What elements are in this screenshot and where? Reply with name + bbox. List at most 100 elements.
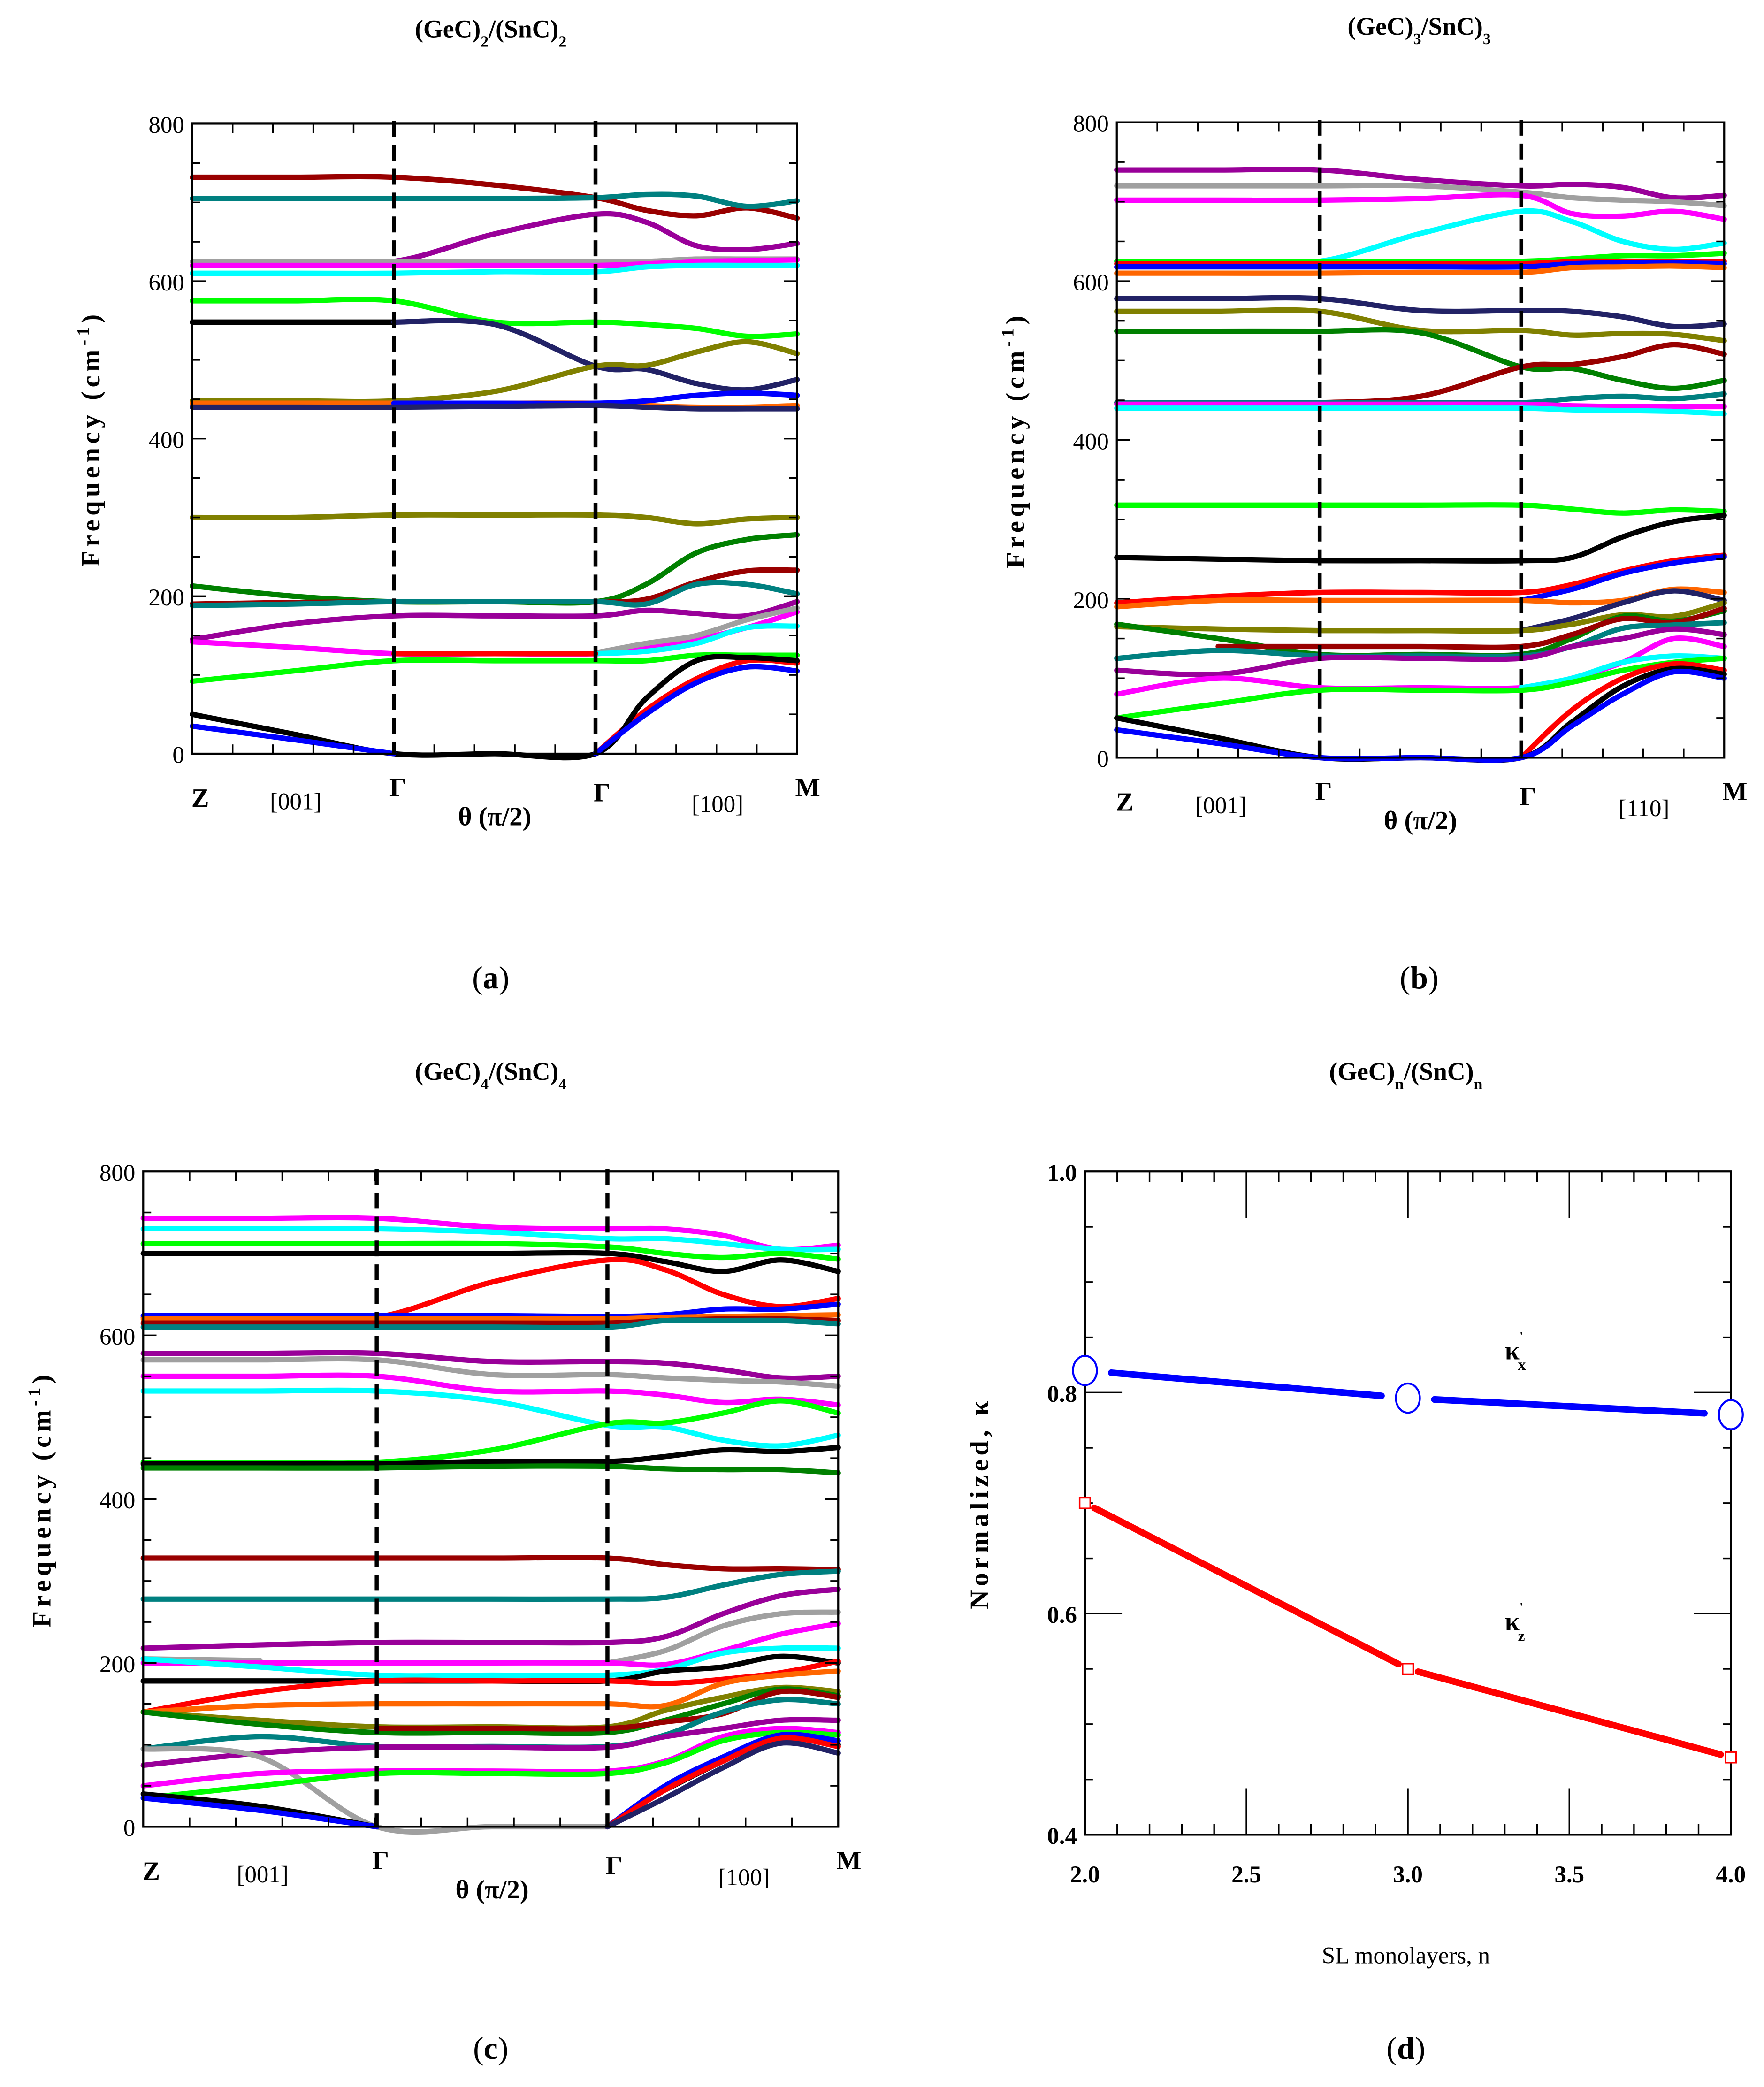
phonon-branch: [1114, 183, 1727, 208]
phonon-branch: [1114, 401, 1727, 410]
paren: ): [499, 960, 510, 995]
y-tick-label: 200: [1073, 588, 1109, 614]
y-tick-label: 200: [149, 585, 184, 611]
phonon-branch: [604, 1740, 841, 1830]
series-line: [1108, 1369, 1385, 1399]
phonon-branch: [593, 605, 800, 656]
phonon-branch: [1114, 668, 1727, 763]
y-axis-label: Frequency (cm-1): [73, 310, 106, 567]
chart-title: (GeC)3/SnC)3: [1347, 12, 1490, 48]
phonon-branch: [190, 403, 800, 412]
phonon-branch: [1519, 653, 1727, 691]
data-point-circle: [1718, 1399, 1744, 1430]
phonon-branch: [140, 1555, 841, 1573]
phonon-branch: [1114, 502, 1727, 516]
phonon-branch: [140, 1686, 841, 1736]
phonon-branch: [190, 580, 800, 609]
direction-label: [100]: [692, 791, 743, 818]
phonon-branch: [140, 1463, 841, 1476]
phonon-branch: [190, 599, 800, 642]
phonon-branch: [1114, 327, 1727, 391]
data-point-circle: [1395, 1382, 1421, 1414]
x-tick-label: 2.0: [1070, 1862, 1100, 1888]
series-label-sub: x: [1518, 1356, 1526, 1374]
y-tick-label: 0: [172, 742, 184, 769]
point-label-gamma: Γ: [1315, 777, 1332, 806]
title-subscript: 4: [481, 1076, 489, 1093]
phonon-branch: [140, 1387, 841, 1449]
phonon-branch: [140, 1398, 841, 1466]
chart-title: (GeC)2/(SnC)2: [415, 15, 566, 51]
phonon-branch: [140, 1350, 841, 1381]
y-axis-label-end: ): [76, 310, 106, 323]
point-label-z: Z: [1116, 787, 1134, 817]
paren: (: [1400, 960, 1411, 995]
phonon-branch: [190, 191, 800, 209]
panel-label: (c): [473, 2031, 508, 2066]
panel-letter: b: [1410, 960, 1428, 995]
y-tick-label: 400: [149, 427, 184, 453]
x-tick-label: 4.0: [1716, 1862, 1746, 1888]
y-axis-label-end: ): [27, 1371, 56, 1384]
series-label-prime: ': [1520, 1600, 1523, 1615]
data-point-square: [1078, 1497, 1091, 1509]
chart-title: (GeC)4/(SnC)4: [415, 1057, 566, 1093]
point-label-gamma: Γ: [372, 1846, 389, 1875]
y-axis-label-main: Frequency (cm: [1001, 347, 1030, 568]
y-axis-label-main: Frequency (cm: [76, 345, 106, 567]
point-label-z: Z: [142, 1857, 160, 1886]
y-tick-label: 400: [1073, 428, 1109, 455]
y-axis-label-end: ): [1001, 312, 1030, 324]
y-tick-label: 600: [99, 1324, 135, 1350]
point-label-gamma: Γ: [606, 1851, 623, 1881]
phonon-branch: [1519, 661, 1727, 761]
phonon-branch: [190, 532, 800, 606]
phonon-branch: [190, 654, 800, 761]
theta-axis-label: θ (π/2): [458, 803, 531, 832]
series-line: [1414, 1668, 1724, 1758]
series-label: κ' z: [1505, 1600, 1525, 1644]
phonon-branch: [593, 623, 800, 657]
phonon-branch: [1114, 263, 1727, 276]
phonon-branch: [140, 1795, 380, 1830]
phonon-branch: [604, 1732, 841, 1830]
series-label: κ' x: [1505, 1330, 1526, 1374]
phonon-branch: [374, 1688, 841, 1732]
paren: ): [1428, 960, 1439, 995]
theta-axis-label: θ (π/2): [455, 1875, 528, 1904]
title-subscript: 4: [558, 1076, 566, 1093]
direction-label: [110]: [1619, 795, 1669, 822]
phonon-branch: [140, 1717, 841, 1768]
paren: ): [1415, 2031, 1426, 2066]
y-tick-label: 0.4: [1047, 1823, 1077, 1850]
direction-label: [001]: [270, 789, 321, 815]
point-label-gamma: Γ: [594, 779, 611, 808]
panel-label: (b): [1400, 960, 1439, 995]
theta-axis-label: θ (π/2): [1384, 806, 1457, 835]
phonon-branch: [140, 1445, 841, 1467]
phonon-branch: [1114, 656, 1727, 721]
title-subscript: n: [1395, 1076, 1404, 1093]
panel-label: (d): [1386, 2031, 1425, 2066]
paren: (: [1386, 2031, 1397, 2066]
x-axis-label: SL monolayers, n: [1322, 1943, 1490, 1969]
y-axis-label: Frequency (cm-1): [24, 1371, 57, 1628]
y-axis-label-sup: -1: [24, 1384, 44, 1406]
point-label-gamma: Γ: [1520, 782, 1536, 811]
phonon-branch: [1114, 167, 1727, 201]
title-part: /(SnC): [1403, 1057, 1474, 1086]
title-part: (GeC): [415, 15, 481, 43]
data-point-square: [1725, 1751, 1737, 1764]
phonon-branch: [140, 1226, 841, 1253]
chart-title: (GeC)n/(SnC)n: [1329, 1057, 1482, 1093]
title-subscript: 2: [558, 33, 566, 51]
panel-letter: c: [484, 2031, 498, 2066]
y-tick-label: 200: [99, 1651, 135, 1678]
phonon-branch: [140, 1568, 841, 1602]
phonon-branch: [1519, 554, 1727, 604]
point-label-z: Z: [191, 784, 209, 813]
direction-label: [001]: [237, 1862, 289, 1888]
title-part: /(SnC): [488, 1057, 558, 1086]
phonon-branch: [1114, 665, 1727, 763]
